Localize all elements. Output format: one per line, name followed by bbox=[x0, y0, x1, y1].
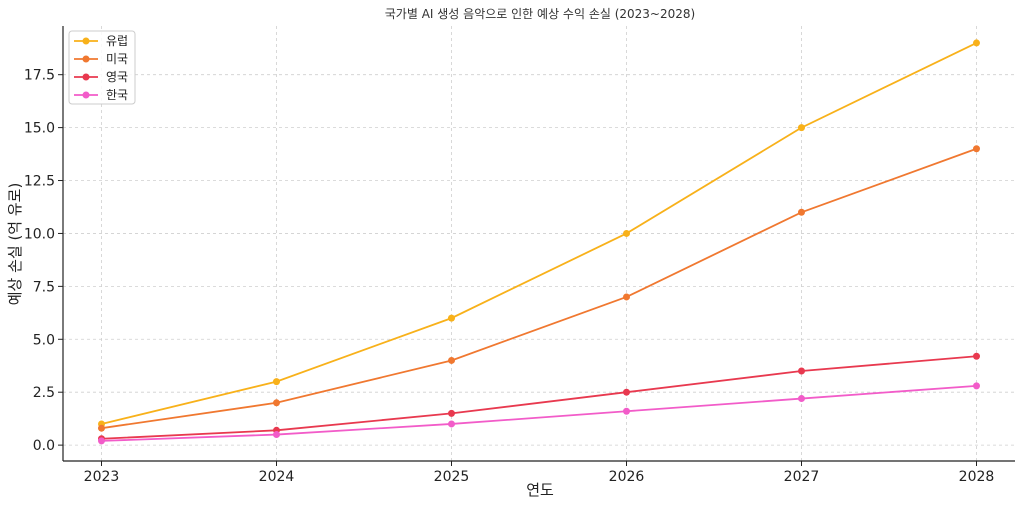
y-axis-title: 예상 손실 (억 유로) bbox=[6, 183, 24, 306]
data-point bbox=[973, 145, 980, 153]
series-3 bbox=[98, 352, 980, 443]
x-tick-label: 2028 bbox=[959, 469, 995, 485]
series bbox=[98, 39, 980, 445]
series-line bbox=[101, 42, 977, 425]
legend-entry: 유럽 bbox=[74, 34, 128, 48]
ticks: 2023 2024 2025 2026 2027 2028 0.0 2.5 5.0 7.5 10.0… bbox=[24, 68, 994, 485]
legend-label: 영국 bbox=[106, 70, 128, 84]
grid bbox=[63, 26, 1015, 461]
data-point bbox=[798, 395, 805, 403]
data-point bbox=[973, 39, 980, 47]
data-point bbox=[623, 407, 630, 415]
x-tick-label: 2026 bbox=[609, 469, 645, 485]
data-point bbox=[798, 124, 805, 132]
data-point bbox=[273, 399, 280, 407]
x-tick-label: 2025 bbox=[434, 469, 470, 485]
y-tick-label: 5.0 bbox=[33, 332, 55, 348]
data-point bbox=[623, 229, 630, 237]
data-point bbox=[448, 356, 455, 364]
y-tick-label: 15.0 bbox=[24, 121, 55, 137]
data-point bbox=[623, 293, 630, 301]
data-point bbox=[273, 431, 280, 439]
data-point bbox=[623, 388, 630, 396]
x-tick-label: 2023 bbox=[84, 469, 120, 485]
legend-marker bbox=[82, 73, 90, 81]
axes bbox=[62, 26, 1015, 462]
legend-entry: 한국 bbox=[74, 88, 128, 102]
legend-label: 유럽 bbox=[106, 34, 128, 48]
legend-label: 미국 bbox=[106, 52, 128, 66]
data-point bbox=[798, 208, 805, 216]
data-point bbox=[973, 352, 980, 360]
data-point bbox=[973, 382, 980, 390]
series-line bbox=[101, 384, 977, 442]
series-2 bbox=[98, 145, 980, 432]
y-tick-label: 12.5 bbox=[24, 174, 55, 190]
legend-marker bbox=[82, 91, 90, 99]
legend-box bbox=[68, 30, 136, 105]
data-point bbox=[98, 437, 105, 445]
data-point bbox=[798, 367, 805, 375]
legend-label: 한국 bbox=[106, 88, 128, 102]
series-4 bbox=[98, 382, 980, 445]
x-tick-label: 2024 bbox=[259, 469, 295, 485]
x-axis-title: 연도 bbox=[526, 481, 554, 499]
series-line bbox=[101, 147, 977, 430]
data-point bbox=[448, 409, 455, 417]
legend-marker bbox=[82, 55, 90, 63]
series-line bbox=[101, 355, 977, 440]
data-point bbox=[448, 420, 455, 428]
y-tick-label: 17.5 bbox=[24, 68, 55, 84]
y-tick-label: 2.5 bbox=[33, 385, 55, 401]
chart-title: 국가별 AI 생성 음악으로 인한 예상 수익 손실 (2023~2028) bbox=[385, 7, 695, 21]
data-point bbox=[98, 424, 105, 432]
y-tick-label: 7.5 bbox=[33, 279, 55, 295]
data-point bbox=[448, 314, 455, 322]
legend-entry: 미국 bbox=[74, 52, 128, 66]
legend-marker bbox=[82, 37, 90, 45]
y-tick-label: 10.0 bbox=[24, 226, 55, 242]
y-tick-label: 0.0 bbox=[33, 438, 55, 454]
data-point bbox=[273, 378, 280, 386]
x-tick-label: 2027 bbox=[784, 469, 820, 485]
legend-entry: 영국 bbox=[74, 70, 128, 84]
